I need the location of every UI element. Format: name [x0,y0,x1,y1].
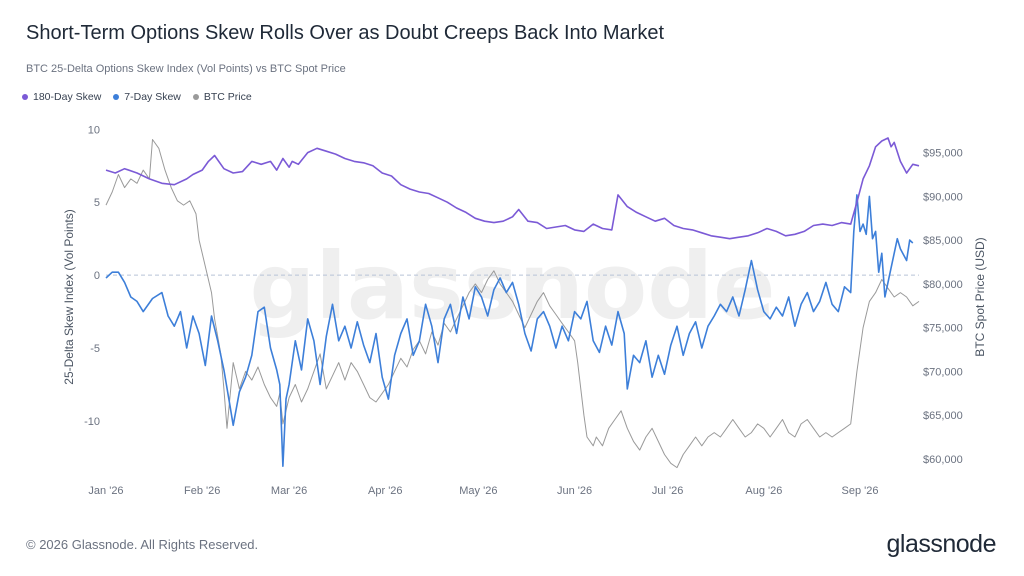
x-tick-label: May '26 [459,485,497,497]
x-tick-label: Sep '26 [842,485,879,497]
watermark: glassnode [250,233,776,340]
legend-item-180-day-skew[interactable]: 180-Day Skew [22,91,101,103]
y2-tick-label: $70,000 [923,366,963,378]
legend-label-7-day-skew: 7-Day Skew [124,91,181,103]
y2-tick-label: $90,000 [923,191,963,203]
x-tick-label: Aug '26 [745,485,782,497]
legend: 180-Day Skew 7-Day Skew BTC Price [22,91,252,103]
x-tick-label: Mar '26 [271,485,307,497]
y2-tick-label: $75,000 [923,323,963,335]
series-line-skew180 [105,137,920,240]
y2-axis-title: BTC Spot Price (USD) [973,237,987,356]
y-axis-title: 25-Delta Skew Index (Vol Points) [62,209,76,384]
x-tick-label: Feb '26 [184,485,220,497]
x-tick-label: Jan '26 [88,485,123,497]
y-tick-label: -5 [90,343,100,355]
y-tick-label: 5 [94,197,100,209]
chart-title: Short-Term Options Skew Rolls Over as Do… [26,22,665,44]
glassnode-logo: glassnode [886,530,997,558]
legend-item-7-day-skew[interactable]: 7-Day Skew [113,91,181,103]
y2-tick-label: $85,000 [923,235,963,247]
legend-dot-btc-price [192,94,199,100]
copyright-text: © 2026 Glassnode. All Rights Reserved. [26,537,259,552]
y-tick-label: 10 [88,124,100,136]
x-tick-label: Jul '26 [652,485,683,497]
chart-subtitle: BTC 25-Delta Options Skew Index (Vol Poi… [26,63,346,75]
legend-dot-7-day-skew [113,94,120,100]
y-tick-label: 0 [94,270,100,282]
y2-tick-label: $95,000 [923,148,963,160]
x-tick-label: Apr '26 [368,485,403,497]
y2-tick-label: $80,000 [923,279,963,291]
y2-tick-label: $65,000 [923,410,963,422]
legend-dot-180-day-skew [22,94,28,100]
x-tick-label: Jun '26 [557,485,592,497]
y-tick-label: -10 [84,416,100,428]
y2-tick-label: $60,000 [923,454,963,466]
legend-label-180-day-skew: 180-Day Skew [33,91,102,103]
series-line-price [105,139,920,469]
legend-item-btc-price[interactable]: BTC Price [192,91,252,103]
legend-label-btc-price: BTC Price [203,91,252,103]
series-line-skew7 [105,194,914,467]
